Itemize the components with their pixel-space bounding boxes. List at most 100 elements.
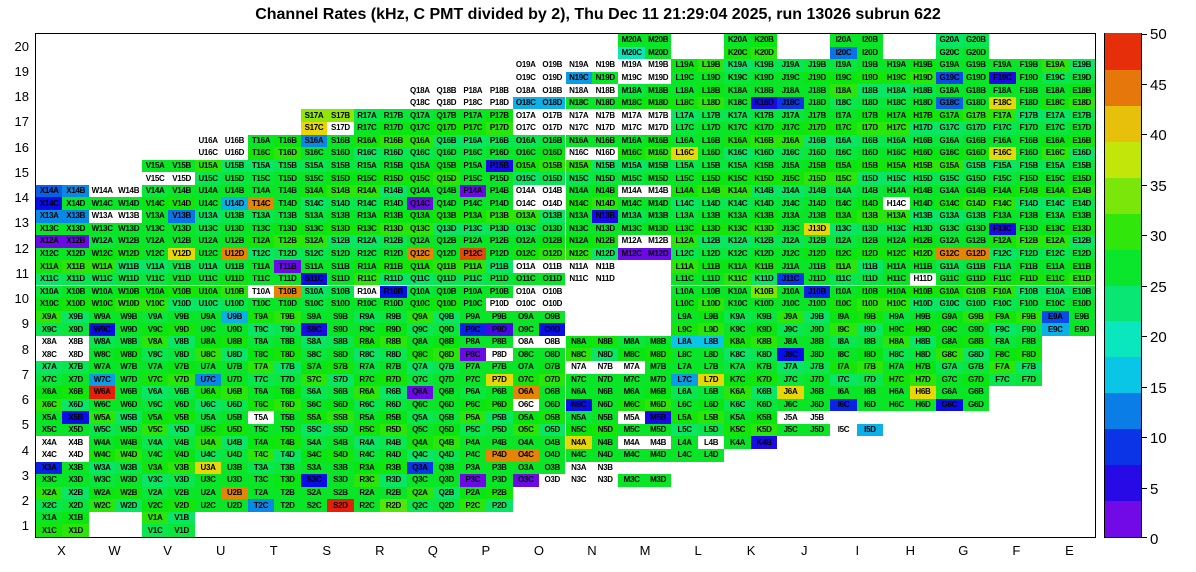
heatmap-cell: N6B [591, 386, 619, 399]
heatmap-cell: L14C [671, 197, 698, 211]
heatmap-cell: W8C [88, 348, 116, 361]
heatmap-cell: W2A [88, 486, 116, 500]
heatmap-cell: V10B [168, 285, 195, 299]
heatmap-cell: N8B [591, 335, 619, 349]
heatmap-cell: H14D [909, 197, 937, 211]
heatmap-cell: E11D [1068, 272, 1095, 286]
heatmap-cell: O6D [539, 398, 566, 412]
heatmap-cell: V14A [141, 184, 169, 198]
heatmap-cell: O11C [512, 272, 540, 286]
heatmap-cell: I14D [856, 197, 884, 211]
heatmap-cell: V15C [141, 172, 169, 185]
heatmap-cell: P6D [486, 398, 513, 412]
heatmap-cell: O12A [512, 235, 540, 248]
heatmap-cell: T14B [274, 184, 301, 198]
heatmap-cell: J7B [803, 360, 831, 374]
heatmap-cell: R12D [380, 247, 407, 261]
heatmap-cell: U13B [221, 210, 248, 223]
heatmap-cell: U3A [194, 461, 222, 475]
heatmap-cell: P10D [486, 298, 513, 311]
heatmap-cell: E19D [1068, 71, 1095, 85]
heatmap-cell: V14C [141, 197, 169, 211]
heatmap-cell: N5D [591, 423, 619, 437]
heatmap-cell: J17D [803, 122, 831, 135]
heatmap-cell: M4B [644, 436, 672, 449]
heatmap-cell: G20A [936, 34, 963, 47]
heatmap-cell: M6C [618, 398, 645, 412]
heatmap-cell: M19D [644, 71, 672, 85]
heatmap-cell: T15D [274, 172, 301, 185]
heatmap-cell: J5B [803, 411, 831, 424]
heatmap-cell: J14C [777, 197, 804, 211]
heatmap-cell: S15D [327, 172, 354, 185]
heatmap-cell: Q4A [406, 436, 434, 449]
heatmap-cell: O19C [512, 71, 540, 85]
heatmap-cell: R3D [380, 474, 407, 487]
heatmap-cell: J8A [777, 335, 804, 349]
heatmap-cell: R4C [353, 448, 381, 462]
heatmap-cell: X9D [62, 323, 89, 336]
heatmap-cell: S9C [300, 323, 328, 336]
heatmap-cell: O14B [539, 184, 566, 198]
heatmap-cell: I18A [830, 84, 857, 97]
heatmap-cell: P11A [459, 260, 487, 273]
heatmap-cell: I18D [856, 96, 884, 110]
heatmap-cell: P5B [486, 411, 513, 424]
heatmap-cell: M15B [644, 159, 672, 173]
heatmap-cell: H12B [909, 235, 937, 248]
heatmap-cell: L15C [671, 172, 698, 185]
heatmap-cell: I14C [830, 197, 857, 211]
heatmap-cell: J17B [803, 109, 831, 122]
heatmap-cell: U9B [221, 310, 248, 324]
heatmap-cell: H17B [909, 109, 937, 122]
heatmap-cell: H17C [883, 122, 910, 135]
heatmap-cell: U11C [194, 272, 222, 286]
heatmap-cell: P15D [486, 172, 513, 185]
heatmap-cell: V6B [168, 386, 195, 399]
heatmap-cell: K18A [724, 84, 751, 97]
heatmap-cell: W6D [115, 398, 142, 412]
heatmap-cell: V9B [168, 310, 195, 324]
heatmap-cell: H13B [909, 210, 937, 223]
heatmap-cell: K13A [724, 210, 751, 223]
heatmap-cell: M16D [644, 147, 672, 160]
heatmap-cell: W10D [115, 298, 142, 311]
heatmap-cell: E15A [1042, 159, 1069, 173]
heatmap-cell: W9B [115, 310, 142, 324]
heatmap-cell: G14C [936, 197, 963, 211]
heatmap-cell: F9B [1015, 310, 1043, 324]
heatmap-cell: R14C [353, 197, 381, 211]
heatmap-cell: K15D [750, 172, 778, 185]
heatmap-cell: L7C [671, 373, 698, 387]
heatmap-cell: K10D [750, 298, 778, 311]
heatmap-cell: H7A [883, 360, 910, 374]
heatmap-cell: Q4B [433, 436, 460, 449]
heatmap-cell: X6A [36, 386, 63, 399]
heatmap-cell: I11B [856, 260, 884, 273]
heatmap-cell: X9B [62, 310, 89, 324]
heatmap-cell: L9A [671, 310, 698, 324]
heatmap-cell: I11D [856, 272, 884, 286]
colorbar-tick-label: 35 [1150, 177, 1167, 195]
heatmap-cell: S16D [327, 147, 354, 160]
heatmap-cell: X12B [62, 235, 89, 248]
heatmap-cell: X7A [36, 360, 63, 374]
heatmap-cell: N4C [565, 448, 592, 462]
heatmap-cell: W7B [115, 360, 142, 374]
heatmap-cell: L8C [671, 348, 698, 361]
heatmap-cell: W6B [115, 386, 142, 399]
heatmap-cell: I10A [830, 285, 857, 299]
heatmap-cell: M20B [644, 34, 672, 47]
heatmap-cell: Q3C [406, 474, 434, 487]
heatmap-cell: E18A [1042, 84, 1069, 97]
y-axis-label: 6 [21, 392, 29, 408]
heatmap-cell: M14C [618, 197, 645, 211]
heatmap-cell: S12C [300, 247, 328, 261]
heatmap-cell: K14D [750, 197, 778, 211]
heatmap-cell: O5D [539, 423, 566, 437]
heatmap-cell: R15D [380, 172, 407, 185]
heatmap-cell: Q15A [406, 159, 434, 173]
heatmap-cell: M17A [618, 109, 645, 122]
heatmap-cell: P18C [459, 96, 487, 110]
heatmap-cell: N16A [565, 134, 592, 148]
